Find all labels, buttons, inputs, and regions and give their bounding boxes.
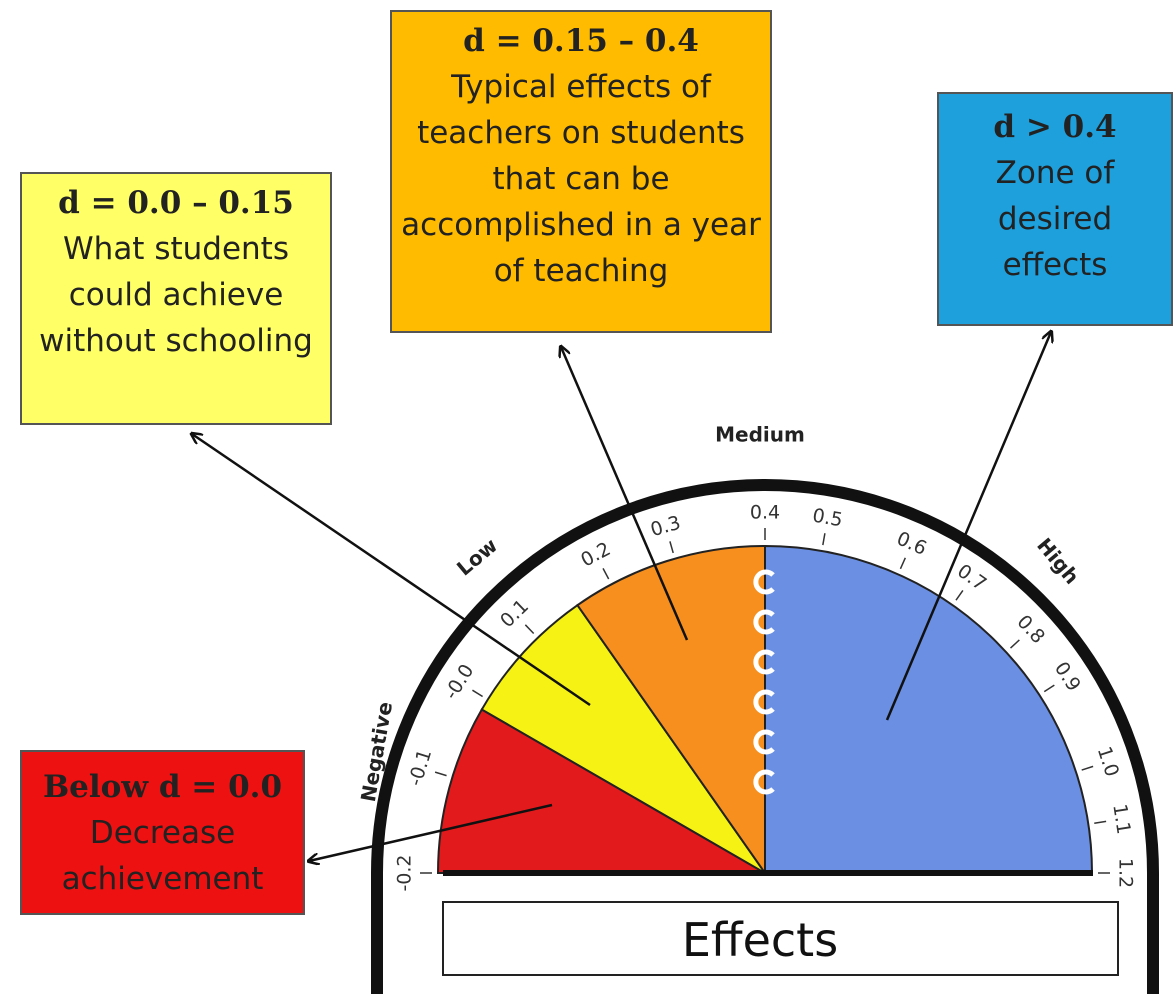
heading: d = 0.0 – 0.15 <box>30 180 322 226</box>
body: Typical effects of teachers on students … <box>401 69 761 289</box>
body: Zone of desired effects <box>996 155 1115 283</box>
heading: Below d = 0.0 <box>43 769 282 805</box>
box-desired: d > 0.4 Zone of desired effects <box>937 92 1173 326</box>
heading: d > 0.4 <box>947 104 1163 150</box>
tick-label: 1.2 <box>1115 858 1137 888</box>
effects-label: Effects <box>682 913 838 967</box>
heading: d = 0.15 – 0.4 <box>400 18 762 64</box>
zone-label: High <box>1032 533 1084 588</box>
zone-label: Low <box>452 533 502 580</box>
body: Decrease achievement <box>62 815 264 897</box>
tick-label: 1.1 <box>1108 803 1134 836</box>
tick-label: 0.4 <box>750 502 780 524</box>
tick-label: -0.2 <box>394 854 416 891</box>
body: What students could achieve without scho… <box>39 231 313 359</box>
box-negative: Below d = 0.0 Decrease achievement <box>20 750 305 915</box>
box-typical: d = 0.15 – 0.4 Typical effects of teacher… <box>390 10 772 333</box>
zone-label: Medium <box>715 423 805 447</box>
page: Effects -0.2-0.1-0.00.10.20.30.40.50.60.… <box>0 0 1173 994</box>
box-small: d = 0.0 – 0.15 What students could achiev… <box>20 172 332 425</box>
